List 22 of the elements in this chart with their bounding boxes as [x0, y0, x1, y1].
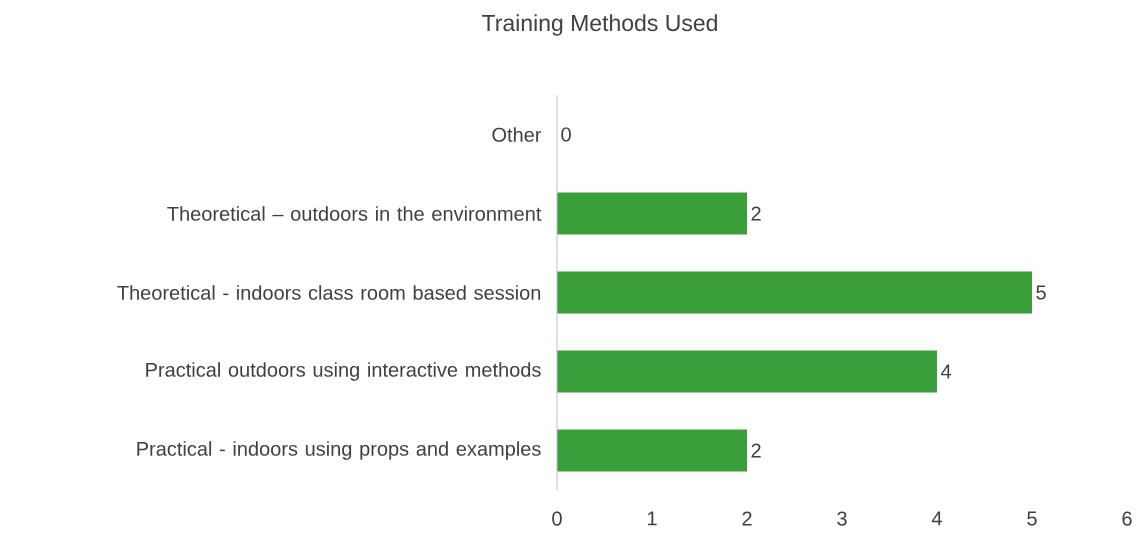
x-tick-label: 0 [552, 511, 562, 526]
x-tick-label: 1 [647, 511, 657, 526]
bar [557, 271, 1032, 314]
y-tick-label: Practical outdoors using interactive methods [146, 362, 541, 381]
y-tick-label: Theoretical – outdoors in the environment [167, 206, 542, 221]
y-tick-label: Theoretical - indoors class room based session [117, 285, 541, 300]
data-label: 4 [940, 364, 952, 379]
data-label: 0 [561, 127, 571, 142]
y-tick-label: Other [492, 127, 542, 142]
data-label: 5 [1036, 285, 1046, 300]
data-label: 2 [751, 443, 761, 458]
data-label: 2 [751, 206, 761, 221]
bar [557, 350, 937, 393]
x-tick-label: 6 [1122, 511, 1132, 526]
x-tick-label: 5 [1027, 511, 1037, 526]
y-tick-label: Practical - indoors using props and examples [137, 441, 541, 460]
bar [557, 429, 747, 472]
chart-title: Training Methods Used [482, 14, 717, 36]
x-tick-label: 3 [837, 511, 847, 526]
bar [557, 192, 747, 235]
x-tick-label: 2 [742, 511, 752, 526]
x-tick-label: 4 [931, 511, 942, 526]
